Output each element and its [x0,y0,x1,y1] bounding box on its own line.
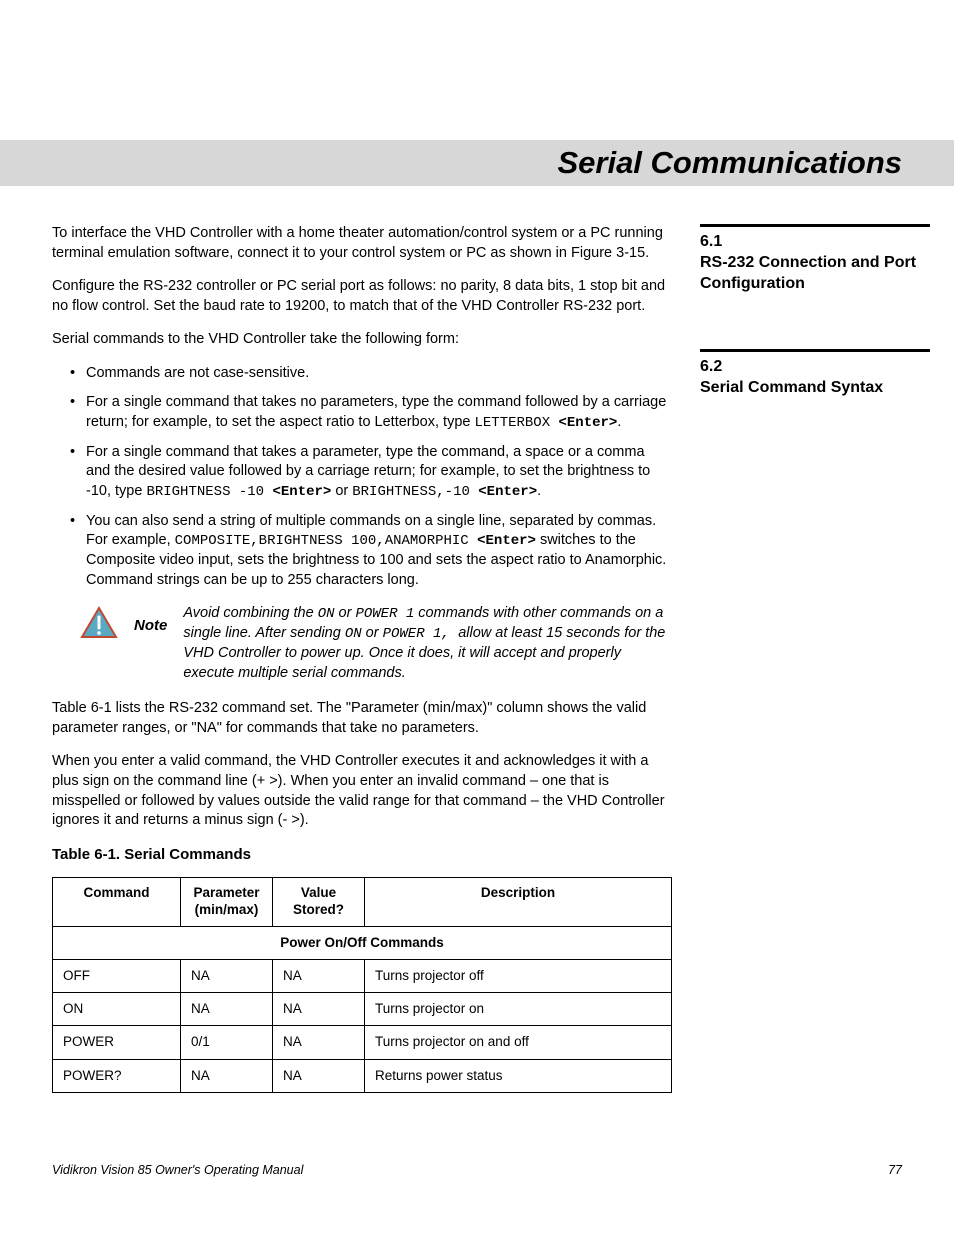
note-block: Note Avoid combining the ON or POWER 1 c… [80,604,672,683]
cell-stored: NA [273,1026,365,1059]
bullet-4-code: COMPOSITE,BRIGHTNESS 100,ANAMORPHIC [175,533,477,549]
bullet-4: You can also send a string of multiple c… [70,512,672,591]
note-c4: POWER 1, [383,626,459,642]
cell-parameter: NA [181,993,273,1026]
syntax-intro: Serial commands to the VHD Controller ta… [52,330,672,350]
note-text: Avoid combining the ON or POWER 1 comman… [183,604,672,683]
note-t2: or [335,605,356,621]
table-header-row: Command Parameter (min/max) Value Stored… [53,877,672,926]
cell-parameter: NA [181,959,273,992]
intro-para-1: To interface the VHD Controller with a h… [52,224,672,263]
cell-stored: NA [273,993,365,1026]
warning-icon [80,606,118,647]
sidebar-column: 6.1 RS-232 Connection and Port Configura… [700,224,930,1093]
footer-title: Vidikron Vision 85 Owner's Operating Man… [52,1163,888,1177]
table-section-row: Power On/Off Commands [53,926,672,959]
cell-description: Turns projector off [365,959,672,992]
note-t4: or [362,625,383,641]
th-stored: Value Stored? [273,877,365,926]
sidebar-section-6-1: 6.1 RS-232 Connection and Port Configura… [700,224,930,295]
bullet-3-code1: BRIGHTNESS -10 [146,484,272,500]
cell-command: POWER? [53,1059,181,1092]
bullet-3-enter2: <Enter> [478,484,537,500]
section-label: Power On/Off Commands [53,926,672,959]
table-intro-2: When you enter a valid command, the VHD … [52,752,672,830]
cell-command: OFF [53,959,181,992]
th-parameter: Parameter (min/max) [181,877,273,926]
note-c1: ON [318,606,335,622]
table-title: Table 6-1. Serial Commands [52,845,672,865]
sidebar-section-num: 6.2 [700,358,930,376]
cell-parameter: 0/1 [181,1026,273,1059]
bullet-3: For a single command that takes a parame… [70,443,672,502]
cell-description: Returns power status [365,1059,672,1092]
cell-parameter: NA [181,1059,273,1092]
page-title: Serial Communications [557,145,902,181]
syntax-bullet-list: Commands are not case-sensitive. For a s… [52,364,672,591]
cell-command: ON [53,993,181,1026]
page-footer: Vidikron Vision 85 Owner's Operating Man… [52,1163,902,1177]
note-c3: ON [345,626,362,642]
bullet-3-code2: BRIGHTNESS,-10 [352,484,478,500]
main-column: To interface the VHD Controller with a h… [52,224,672,1093]
th-command: Command [53,877,181,926]
sidebar-section-num: 6.1 [700,233,930,251]
footer-page-number: 77 [888,1163,902,1177]
intro-para-2: Configure the RS-232 controller or PC se… [52,277,672,316]
table-row: OFF NA NA Turns projector off [53,959,672,992]
note-c2: POWER 1 [355,606,414,622]
bullet-3-or: or [331,483,352,499]
serial-commands-table: Command Parameter (min/max) Value Stored… [52,877,672,1093]
table-intro-1: Table 6-1 lists the RS-232 command set. … [52,699,672,738]
sidebar-section-title: Serial Command Syntax [700,379,883,396]
bullet-2-code: LETTERBOX [474,415,558,431]
bullet-3-end: . [537,483,541,499]
bullet-2-end: . [617,414,621,430]
table-row: POWER 0/1 NA Turns projector on and off [53,1026,672,1059]
cell-description: Turns projector on [365,993,672,1026]
cell-command: POWER [53,1026,181,1059]
bullet-4-enter: <Enter> [477,533,536,549]
th-description: Description [365,877,672,926]
bullet-1: Commands are not case-sensitive. [70,364,672,384]
note-t1: Avoid combining the [183,605,317,621]
table-row: POWER? NA NA Returns power status [53,1059,672,1092]
sidebar-section-title: RS-232 Connection and Port Configuration [700,254,916,292]
cell-stored: NA [273,959,365,992]
title-bar: Serial Communications [0,140,954,186]
table-row: ON NA NA Turns projector on [53,993,672,1026]
bullet-2: For a single command that takes no param… [70,393,672,432]
bullet-3-enter1: <Enter> [272,484,331,500]
cell-description: Turns projector on and off [365,1026,672,1059]
note-label: Note [134,616,167,636]
bullet-2-enter: <Enter> [559,415,618,431]
sidebar-section-6-2: 6.2 Serial Command Syntax [700,349,930,399]
cell-stored: NA [273,1059,365,1092]
